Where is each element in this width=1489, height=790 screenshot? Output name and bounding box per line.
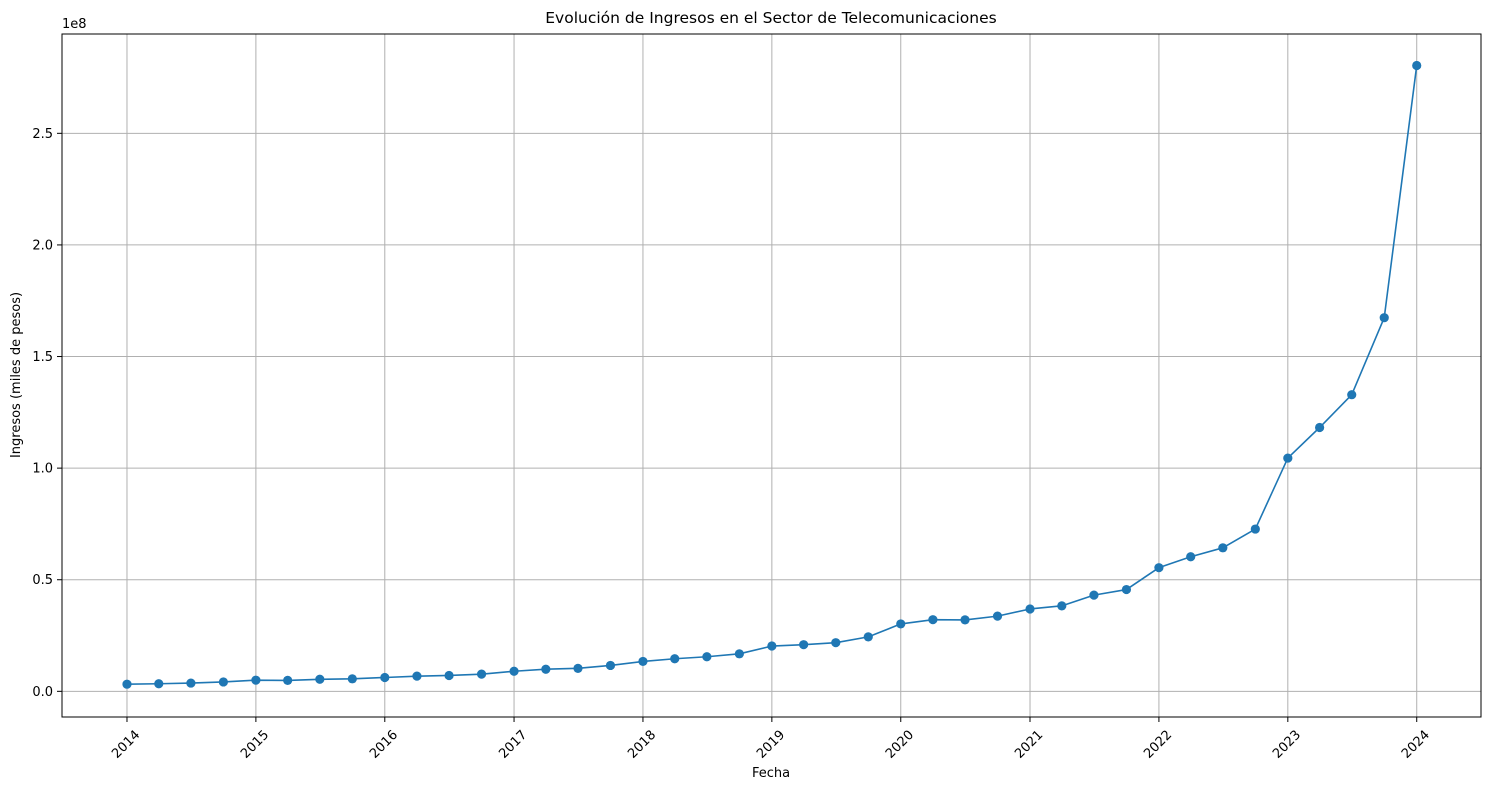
data-point [541,664,551,674]
data-point [1283,453,1293,463]
plot-area-frame [61,33,1482,718]
x-tick-label: 2020 [883,728,917,762]
y-tick-label: 0.0 [32,685,53,700]
data-point [218,677,228,687]
y-axis-offset-label: 1e8 [62,17,87,32]
data-point [1218,543,1228,553]
data-point [283,675,293,685]
x-tick-label: 2015 [238,728,272,762]
data-point [799,640,809,650]
data-point [670,654,680,664]
data-point [928,615,938,625]
y-tick-label: 1.0 [32,462,53,477]
data-point [154,679,164,689]
data-point [380,672,390,683]
x-tick-label: 2018 [625,728,659,762]
y-axis-label: Ingresos (miles de pesos) [9,292,24,458]
data-point [251,675,261,685]
data-point [992,611,1003,621]
x-tick-label: 2021 [1012,728,1046,762]
data-point [1379,313,1389,323]
data-point [1315,422,1325,433]
data-point [1250,524,1260,534]
data-point [638,656,648,667]
data-point [1412,60,1422,71]
data-point [476,669,487,679]
data-point [509,666,519,676]
data-point [1089,590,1099,600]
data-point [1121,584,1132,595]
x-tick-label: 2016 [367,728,401,762]
data-point [702,652,712,662]
data-point [444,670,454,681]
data-point [605,660,616,671]
data-point [960,615,970,625]
data-point [1057,601,1067,611]
data-point [734,649,744,659]
data-point [347,674,357,684]
data-point [1154,563,1164,573]
data-point [186,678,196,688]
y-tick-label: 0.5 [32,573,53,588]
y-tick-label: 2.5 [32,127,53,142]
y-tick-label: 2.0 [32,238,53,253]
data-point [863,632,873,642]
data-point [896,619,906,629]
x-tick-label: 2023 [1270,728,1304,762]
data-point [1025,604,1035,614]
chart-title: Evolución de Ingresos en el Sector de Te… [545,9,996,27]
data-point [1347,390,1357,400]
x-tick-label: 2014 [109,728,143,762]
y-tick-label: 1.5 [32,350,53,365]
data-point [412,671,422,681]
tick-layer: 2014 2015 2016 2017 2018 2019 2020 2021 2022 2023… [32,127,1433,762]
data-point [1186,552,1196,562]
data-point [767,641,777,651]
grid-layer [62,34,1481,717]
data-point [315,674,325,684]
data-point [573,663,583,673]
x-tick-label: 2022 [1141,728,1175,762]
data-point [831,638,841,648]
series-layer [122,60,1422,689]
x-tick-label: 2017 [496,728,530,762]
x-axis-label: Fecha [752,766,790,781]
x-tick-label: 2024 [1399,728,1433,762]
x-tick-label: 2019 [754,728,788,762]
data-point [122,679,132,689]
